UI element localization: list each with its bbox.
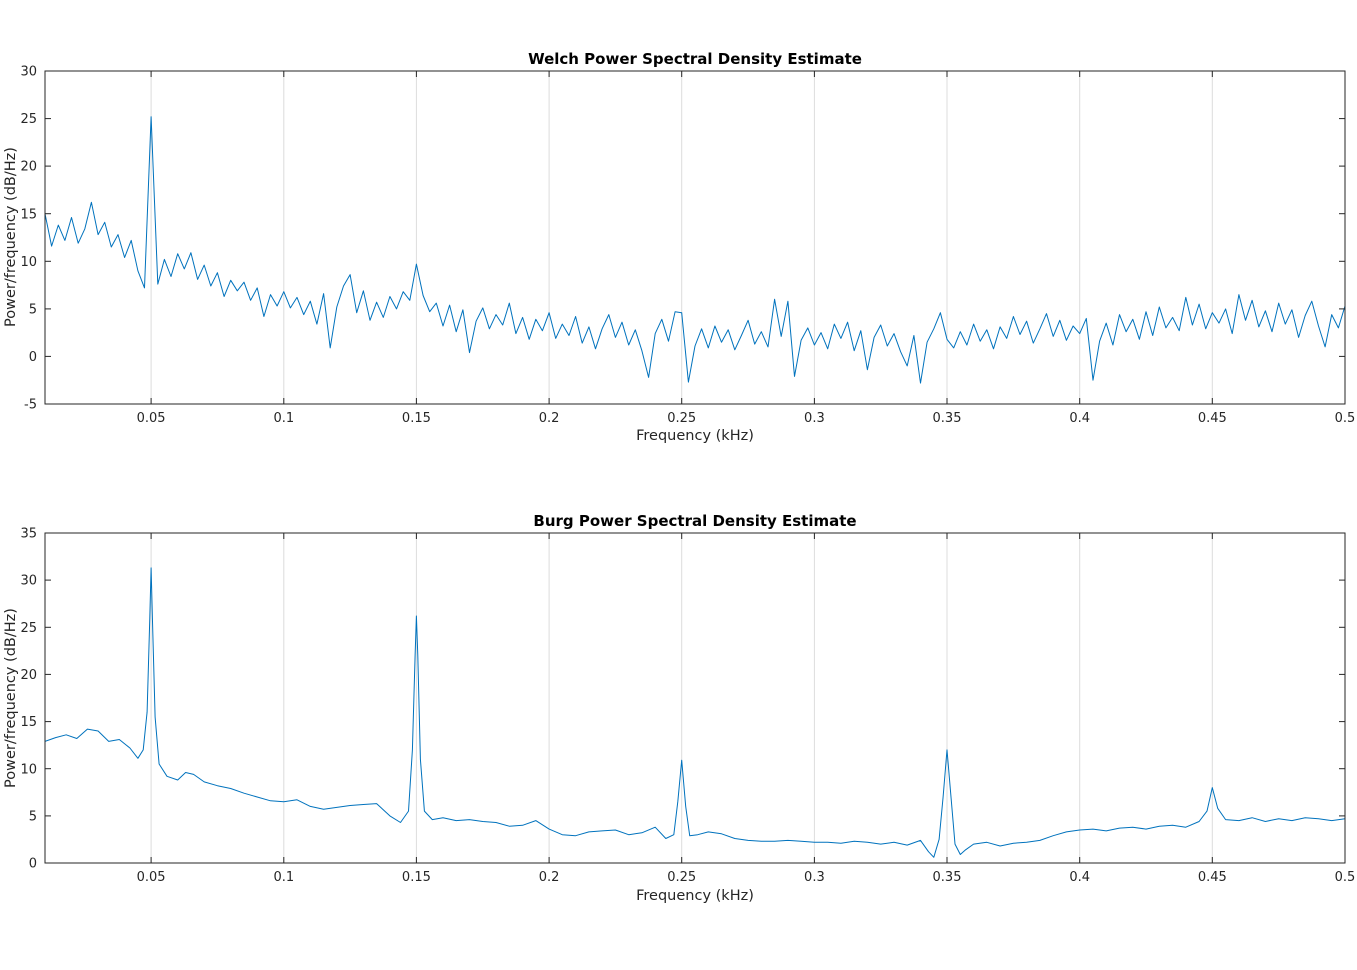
y-tick-label: 10 [20,255,37,270]
y-tick-label: 25 [20,112,37,127]
burg-plot-area: 0.05 0.1 0.15 0.2 0.25 0.3 0.35 0.4 0.45 0.5 0 5 10 1… [20,527,1356,885]
axes-box [44,70,1346,405]
y-tick-label: 5 [29,302,37,317]
x-tick-label: 0.3 [804,870,825,885]
x-tick-label: 0.4 [1069,870,1090,885]
x-tick-label: 0.1 [273,411,294,426]
y-tick-label: 0 [29,857,37,872]
burg-psd-chart: 0.05 0.1 0.15 0.2 0.25 0.3 0.35 0.4 0.45 0.5 0 5 10 1… [0,485,1357,970]
y-tick-label: 15 [20,715,37,730]
x-tick-label: 0.4 [1069,411,1090,426]
x-tick-label: 0.1 [273,870,294,885]
psd-line [44,567,1346,858]
welch-x-axis-label: Frequency (kHz) [636,428,754,444]
x-tick-label: 0.2 [539,411,560,426]
x-tick-label: 0.05 [137,411,166,426]
y-tick-label: 15 [20,207,37,222]
y-tick-label: 20 [20,668,37,683]
welch-psd-chart: 0.05 0.1 0.15 0.2 0.25 0.3 0.35 0.4 0.45 0.5 -5 0 5 1… [3,50,1356,444]
y-tick-label: 25 [20,621,37,636]
x-tick-label: 0.45 [1198,411,1227,426]
x-tick-label: 0.35 [933,870,962,885]
x-tick-label: 0.35 [933,411,962,426]
welch-plot-area: 0.05 0.1 0.15 0.2 0.25 0.3 0.35 0.4 0.45 0.5 -5 0 5 1… [20,65,1356,426]
x-tick-label: 0.5 [1335,870,1356,885]
x-tick-label: 0.25 [667,411,696,426]
x-tick-label: 0.3 [804,411,825,426]
y-tick-label: 30 [20,574,37,589]
x-tick-label: 0.15 [402,870,431,885]
x-tick-label: 0.5 [1335,411,1356,426]
y-tick-label: 0 [29,350,37,365]
y-tick-label: 20 [20,160,37,175]
burg-y-axis-label: Power/frequency (dB/Hz) [3,608,19,788]
psd-line [44,116,1346,384]
axes-box [44,532,1346,864]
y-tick-label: 10 [20,762,37,777]
y-tick-label: -5 [24,398,37,413]
x-tick-label: 0.15 [402,411,431,426]
x-tick-label: 0.25 [667,870,696,885]
y-tick-label: 30 [20,65,37,80]
welch-y-axis-label: Power/frequency (dB/Hz) [3,147,19,328]
y-tick-label: 5 [29,809,37,824]
x-tick-label: 0.45 [1198,870,1227,885]
welch-chart-title: Welch Power Spectral Density Estimate [528,50,862,68]
x-tick-label: 0.2 [539,870,560,885]
x-tick-label: 0.05 [137,870,166,885]
y-tick-label: 35 [20,527,37,542]
burg-x-axis-label: Frequency (kHz) [636,888,754,904]
burg-chart-title: Burg Power Spectral Density Estimate [533,512,857,530]
